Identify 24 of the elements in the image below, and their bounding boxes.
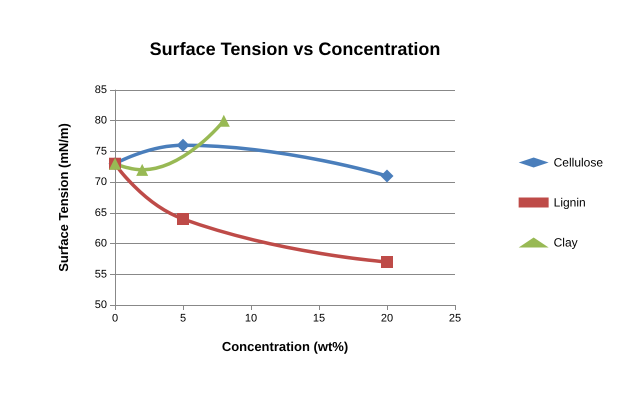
y-tick-label: 80 [94, 114, 107, 127]
point [380, 170, 394, 182]
y-tick-label: 50 [94, 299, 107, 311]
x-tick-label: 0 [112, 312, 118, 324]
point [381, 256, 393, 268]
y-tick-label: 75 [94, 145, 107, 158]
x-tick-label: 15 [312, 312, 326, 324]
y-tick-label: 55 [94, 268, 107, 280]
legend-label: Cellulose [554, 156, 604, 170]
point [177, 213, 189, 225]
y-tick-label: 70 [94, 176, 107, 188]
legend-label: Clay [554, 236, 578, 250]
x-axis-title: Concentration (wt%) [222, 339, 348, 354]
x-tick-label: 25 [448, 312, 462, 324]
x-tick-label: 5 [180, 312, 186, 324]
y-axis-title: Surface Tension (mN/m) [56, 123, 71, 272]
x-tick-label: 10 [244, 312, 258, 324]
x-tick-label: 20 [380, 312, 394, 324]
y-tick-label: 60 [94, 238, 107, 250]
point [176, 138, 190, 152]
y-tick-label: 65 [94, 206, 107, 219]
chart-title: Surface Tension vs Concentration [150, 39, 440, 59]
y-tick-label: 85 [94, 84, 107, 96]
legend-label: Lignin [554, 196, 586, 210]
